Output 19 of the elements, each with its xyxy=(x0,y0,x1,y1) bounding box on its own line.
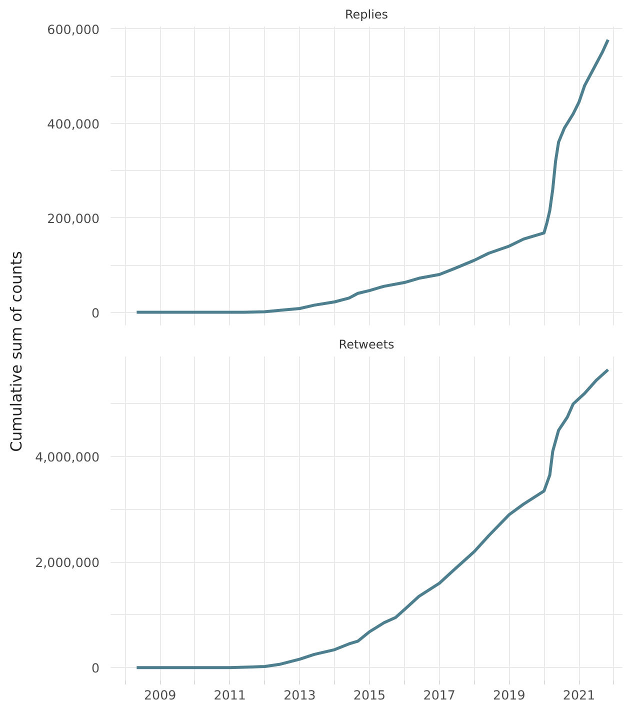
line-series xyxy=(135,38,610,314)
y-tick-label: 200,000 xyxy=(47,210,100,226)
chart-title: Retweets xyxy=(338,338,394,352)
y-tick-label: 600,000 xyxy=(47,22,100,37)
y-tick-label: 400,000 xyxy=(47,116,100,132)
y-tick-label: 0 xyxy=(91,660,100,676)
x-tick-label: 2017 xyxy=(423,688,456,702)
x-tick-label: 2009 xyxy=(144,688,176,702)
y-tick-label: 4,000,000 xyxy=(35,450,100,465)
y-tick-label: 0 xyxy=(91,305,100,320)
x-tick-label: 2019 xyxy=(493,688,526,702)
x-tick-label: 2015 xyxy=(353,688,386,702)
x-tick-label: 2011 xyxy=(214,688,246,702)
line-series xyxy=(135,368,610,670)
y-tick-label: 2,000,000 xyxy=(35,555,100,570)
y-axis-title: Cumulative sum of counts xyxy=(8,251,26,452)
x-tick-label: 2013 xyxy=(284,688,316,702)
x-tick-label: 2021 xyxy=(562,688,596,702)
chart-title: Replies xyxy=(344,8,388,22)
